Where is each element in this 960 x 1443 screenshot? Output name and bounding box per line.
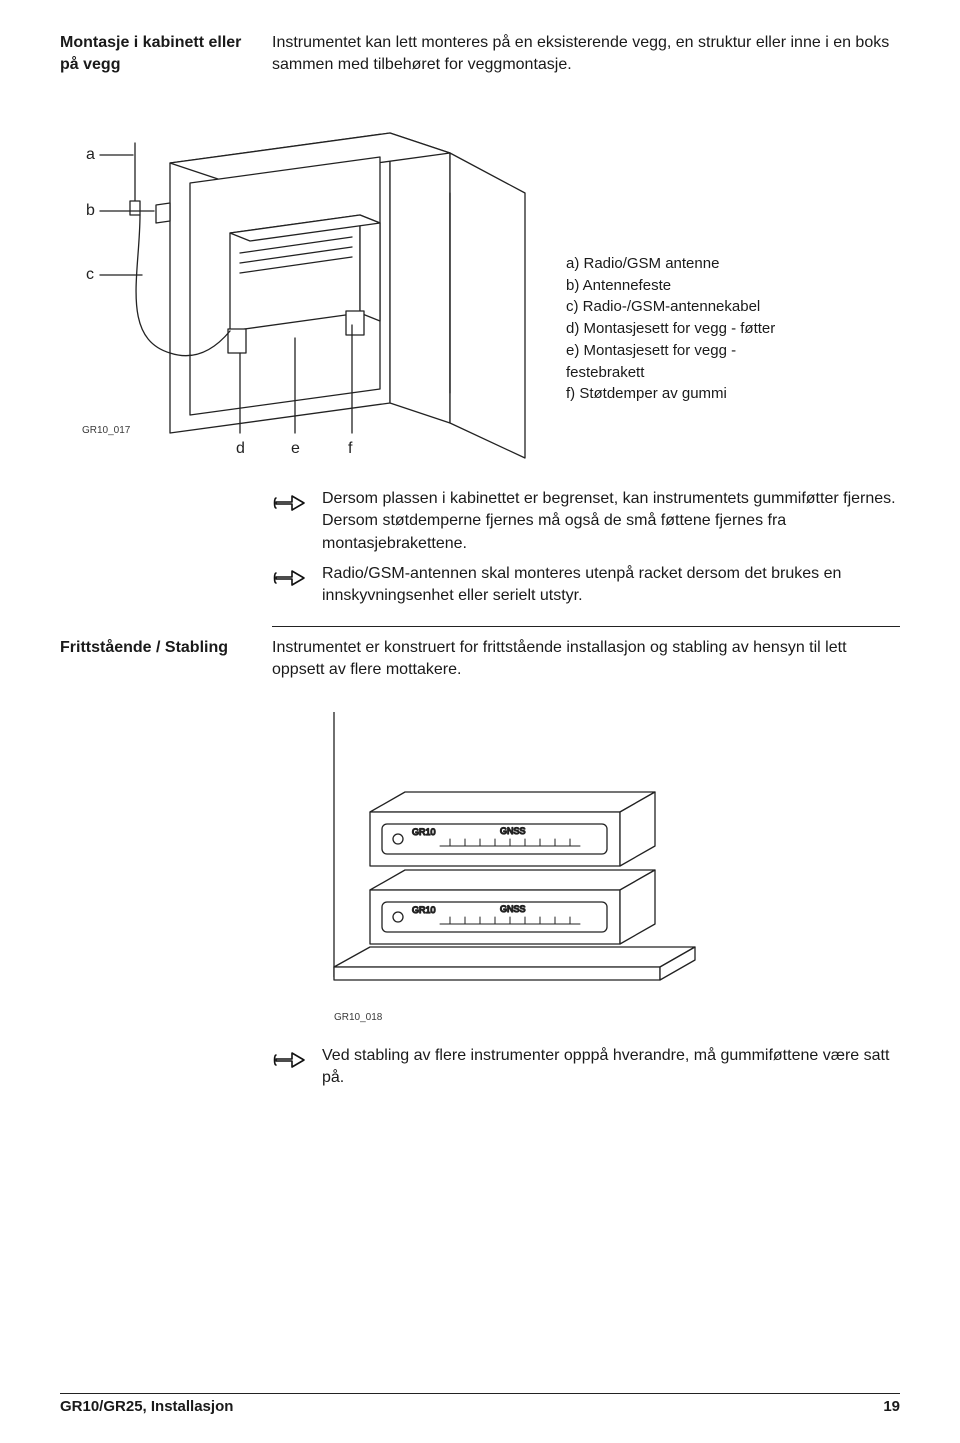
divider xyxy=(272,626,900,627)
stacking-diagram: GR10 GNSS GR10 GNSS GR10_018 xyxy=(300,712,900,1037)
section-stacking: Frittstående / Stabling Instrumentet er … xyxy=(60,637,900,682)
footer-left: GR10/GR25, Installasjon xyxy=(60,1398,233,1415)
page-footer: GR10/GR25, Installasjon 19 xyxy=(60,1393,900,1415)
pointing-hand-icon xyxy=(272,563,308,596)
section-mounting: Montasje i kabinett eller på vegg Instru… xyxy=(60,32,900,77)
svg-text:GNSS: GNSS xyxy=(500,826,526,836)
legend-b: b) Antennefeste xyxy=(566,275,786,297)
cabinet-diagram-svg: a b c d e f GR10_017 xyxy=(60,103,540,473)
legend-a: a) Radio/GSM antenne xyxy=(566,253,786,275)
section-stacking-body: Instrumentet er konstruert for frittståe… xyxy=(272,637,900,682)
svg-text:b: b xyxy=(86,202,95,219)
footer-divider xyxy=(60,1393,900,1394)
svg-text:f: f xyxy=(348,440,353,457)
svg-text:e: e xyxy=(291,440,300,457)
section-mounting-body: Instrumentet kan lett monteres på en eks… xyxy=(272,32,900,77)
legend-f: f) Støtdemper av gummi xyxy=(566,383,786,405)
footer-note: Ved stabling av flere instrumenter opppå… xyxy=(322,1045,900,1090)
svg-text:c: c xyxy=(86,266,94,283)
note-1: Dersom plassen i kabinettet er begrenset… xyxy=(322,488,900,555)
pointing-hand-icon xyxy=(272,488,308,521)
diagram-ref-2: GR10_018 xyxy=(334,1012,383,1023)
svg-text:GR10: GR10 xyxy=(412,827,436,837)
section-mounting-label: Montasje i kabinett eller på vegg xyxy=(60,32,260,77)
cabinet-diagram: a b c d e f GR10_017 a) Radio/GSM antenn… xyxy=(60,103,900,478)
legend-d: d) Montasjesett for vegg - føtter xyxy=(566,318,786,340)
svg-text:d: d xyxy=(236,440,245,457)
svg-text:GR10: GR10 xyxy=(412,905,436,915)
svg-text:GNSS: GNSS xyxy=(500,904,526,914)
cabinet-legend: a) Radio/GSM antenne b) Antennefeste c) … xyxy=(548,103,786,405)
note-2: Radio/GSM-antennen skal monteres utenpå … xyxy=(322,563,900,608)
stacking-diagram-svg: GR10 GNSS GR10 GNSS GR10_018 xyxy=(300,712,720,1032)
section-stacking-label: Frittstående / Stabling xyxy=(60,637,260,682)
legend-c: c) Radio-/GSM-antennekabel xyxy=(566,296,786,318)
diagram-ref: GR10_017 xyxy=(82,425,131,436)
legend-e: e) Montasjesett for vegg - festebrakett xyxy=(566,340,786,384)
svg-text:a: a xyxy=(86,146,95,163)
pointing-hand-icon xyxy=(272,1045,308,1078)
footer-note-block: Ved stabling av flere instrumenter opppå… xyxy=(272,1045,900,1090)
page-number: 19 xyxy=(883,1398,900,1415)
notes: Dersom plassen i kabinettet er begrenset… xyxy=(272,488,900,608)
